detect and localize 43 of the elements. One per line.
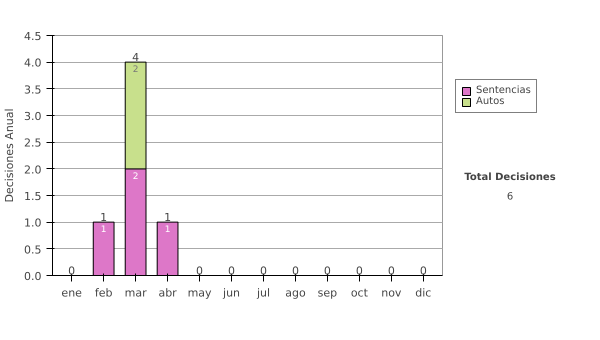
y-tick-label: 0.0 — [24, 270, 42, 283]
data-label: 2 — [132, 172, 138, 182]
x-tick-label: ago — [285, 286, 306, 300]
y-tick-label: 4.5 — [24, 30, 42, 43]
x-tick-label: sep — [318, 286, 338, 300]
legend-label: Autos — [476, 96, 504, 107]
y-tick-label: 1.5 — [24, 190, 42, 203]
total-label: 0 — [356, 264, 363, 278]
text: Total Decisiones — [464, 172, 556, 183]
x-tick-label: oct — [350, 286, 369, 300]
data-label: 1 — [164, 225, 170, 236]
y-axis-title: Decisiones Anual — [3, 108, 16, 203]
y-tick-label: 3.5 — [24, 83, 42, 96]
total-label: 0 — [420, 264, 427, 278]
y-tick-label: 1.0 — [24, 216, 42, 230]
x-tick-label: abr — [158, 286, 178, 300]
x-tick-label: may — [188, 286, 212, 300]
y-tick-label: 2.0 — [24, 163, 42, 176]
total-label: 0 — [324, 264, 331, 278]
total-label: 4 — [132, 51, 140, 64]
total-label: 1 — [164, 211, 172, 224]
y-tick-label: 2.5 — [24, 136, 42, 150]
y-tick-label: 0.5 — [24, 243, 42, 256]
data-label: 1 — [100, 225, 107, 236]
text: 6 — [506, 192, 514, 203]
x-tick-label: nov — [381, 286, 402, 300]
x-tick-label: jun — [222, 286, 240, 300]
x-tick-label: feb — [94, 286, 112, 300]
legend-label: Sentencias — [476, 85, 531, 96]
data-label: 2 — [132, 65, 138, 76]
x-tick-label: ene — [61, 286, 82, 300]
total-label: 0 — [196, 264, 204, 278]
total-label: 0 — [228, 264, 236, 278]
total-label: 0 — [388, 264, 395, 278]
total-label: 0 — [68, 264, 76, 278]
y-tick-label: 4.0 — [24, 56, 42, 70]
x-tick-label: jul — [256, 286, 270, 300]
x-tick-label: mar — [124, 286, 148, 300]
x-tick-label: dic — [415, 286, 432, 300]
total-label: 0 — [260, 264, 267, 278]
y-tick-label: 3.0 — [24, 110, 42, 123]
total-label: 1 — [100, 211, 108, 224]
total-label: 0 — [292, 264, 299, 278]
